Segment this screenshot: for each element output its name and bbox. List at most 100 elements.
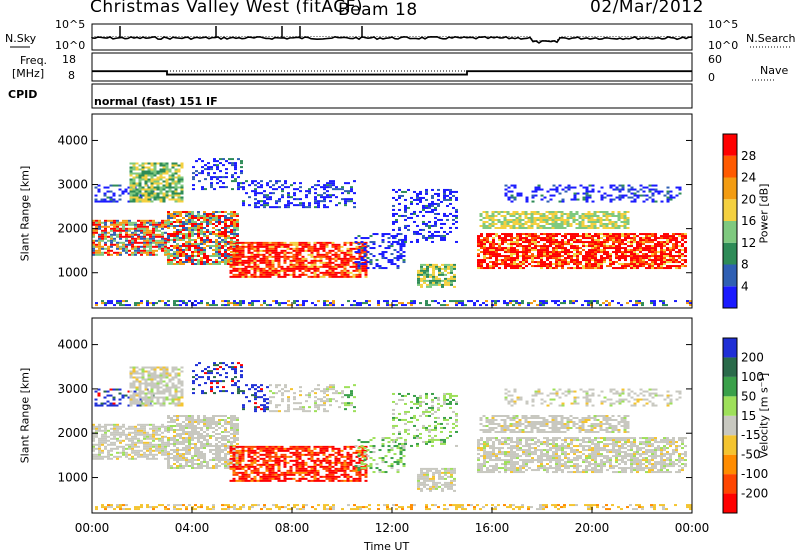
velocity-cell-2: [132, 370, 136, 373]
power-cell-8: [437, 188, 440, 191]
velocity-cell-0: [131, 435, 134, 438]
velocity-cell-4: [334, 477, 338, 480]
velocity-cell-8: [428, 410, 431, 413]
velocity-cell-6: [299, 386, 302, 389]
velocity-cell-0: [134, 429, 137, 432]
velocity-cell-3: [209, 467, 212, 469]
power-cell-3: [212, 217, 215, 219]
power-cell-3: [197, 223, 200, 225]
velocity-cell-4: [253, 445, 257, 448]
power-cell-4: [349, 257, 353, 260]
power-cell-2: [147, 168, 151, 171]
power-cell-3: [230, 215, 233, 217]
power-cell-4: [313, 249, 317, 252]
power-cell-4: [346, 273, 350, 276]
power-cell-9: [432, 275, 435, 278]
power-cell-5: [237, 158, 240, 161]
power-cell-4: [301, 245, 305, 248]
velocity-cell-4: [337, 449, 341, 452]
power-cell-3: [215, 217, 218, 219]
power-cell-4: [268, 263, 272, 266]
power-cell-8: [443, 212, 446, 215]
power-cell-0: [116, 245, 119, 248]
power-cell-0: [92, 231, 95, 234]
power-cell-6: [326, 190, 329, 193]
power-cell-2: [159, 178, 163, 181]
power-cell-7: [390, 245, 394, 248]
power-cell-3: [206, 239, 209, 241]
power-cell-4: [313, 263, 317, 266]
power-cell-4: [316, 265, 320, 268]
velocity-cell-6: [263, 404, 266, 407]
power-cell-4: [328, 241, 332, 244]
velocity-cell-7: [369, 457, 373, 460]
power-cell-2: [147, 166, 151, 169]
velocity-cell-3: [167, 421, 170, 423]
velocity-cell-2: [168, 392, 172, 395]
power-cell-8: [431, 188, 434, 191]
power-cell-9: [444, 267, 447, 270]
power-cell-4: [247, 275, 251, 278]
velocity-cell-3: [176, 441, 179, 443]
velocity-cell-3: [215, 455, 218, 457]
power-cell-6: [263, 190, 266, 193]
power-cell-4: [325, 257, 329, 260]
power-cell-5: [228, 158, 231, 161]
power-cell-3: [167, 261, 170, 263]
velocity-cell-3: [197, 439, 200, 441]
power-cell-9: [444, 269, 447, 272]
velocity-cell-0: [125, 437, 128, 440]
power-cell-7: [378, 265, 382, 268]
power-cell-3: [191, 217, 194, 219]
power-cell-3: [206, 231, 209, 233]
velocity-cell-5: [210, 380, 213, 383]
velocity-cell-0: [116, 433, 119, 436]
velocity-cell-0: [113, 441, 116, 444]
power-cell-6: [290, 202, 293, 205]
power-cell-3: [221, 211, 224, 213]
velocity-cell-3: [212, 423, 215, 425]
power-cell-0: [149, 237, 152, 240]
power-cell-0: [140, 251, 143, 254]
velocity-cell-8: [410, 420, 413, 423]
power-cell-1: [94, 194, 98, 197]
power-cell-4: [268, 271, 272, 274]
power-cell-3: [224, 239, 227, 241]
power-cell-3: [224, 223, 227, 225]
velocity-cell-3: [167, 443, 170, 445]
velocity-cell-5: [210, 388, 213, 391]
velocity-cell-0: [149, 443, 152, 446]
velocity-cell-3: [233, 427, 236, 429]
power-cell-8: [392, 220, 395, 223]
velocity-cell-4: [271, 465, 275, 468]
velocity-cell-0: [149, 437, 152, 440]
power-cell-6: [326, 186, 329, 189]
power-cell-8: [449, 198, 452, 201]
power-cell-6: [281, 190, 284, 193]
power-cell-9: [453, 273, 456, 276]
velocity-cell-4: [277, 447, 281, 450]
velocity-cell-3: [173, 439, 176, 441]
power-cell-2: [132, 182, 136, 185]
power-cell-8: [416, 238, 419, 241]
power-cell-0: [140, 235, 143, 238]
power-cell-8: [425, 188, 428, 191]
power-cell-10: [483, 259, 486, 262]
power-cell-7: [354, 237, 358, 240]
velocity-cell-6: [299, 408, 302, 411]
power-cell-5: [216, 178, 219, 181]
velocity-cell-0: [131, 425, 134, 428]
power-cell-0: [122, 249, 125, 252]
velocity-cell-4: [247, 455, 251, 458]
beam-title: Beam 18: [338, 0, 418, 20]
velocity-cell-3: [188, 441, 191, 443]
power-cell-8: [416, 194, 419, 197]
velocity-cell-2: [153, 374, 157, 377]
velocity-cell-2: [168, 388, 172, 391]
power-cell-3: [224, 231, 227, 233]
power-cell-8: [455, 220, 458, 223]
velocity-cell-4: [358, 451, 362, 454]
power-cell-3: [221, 261, 224, 263]
velocity-cell-4: [358, 461, 362, 464]
velocity-cell-6: [266, 398, 269, 401]
